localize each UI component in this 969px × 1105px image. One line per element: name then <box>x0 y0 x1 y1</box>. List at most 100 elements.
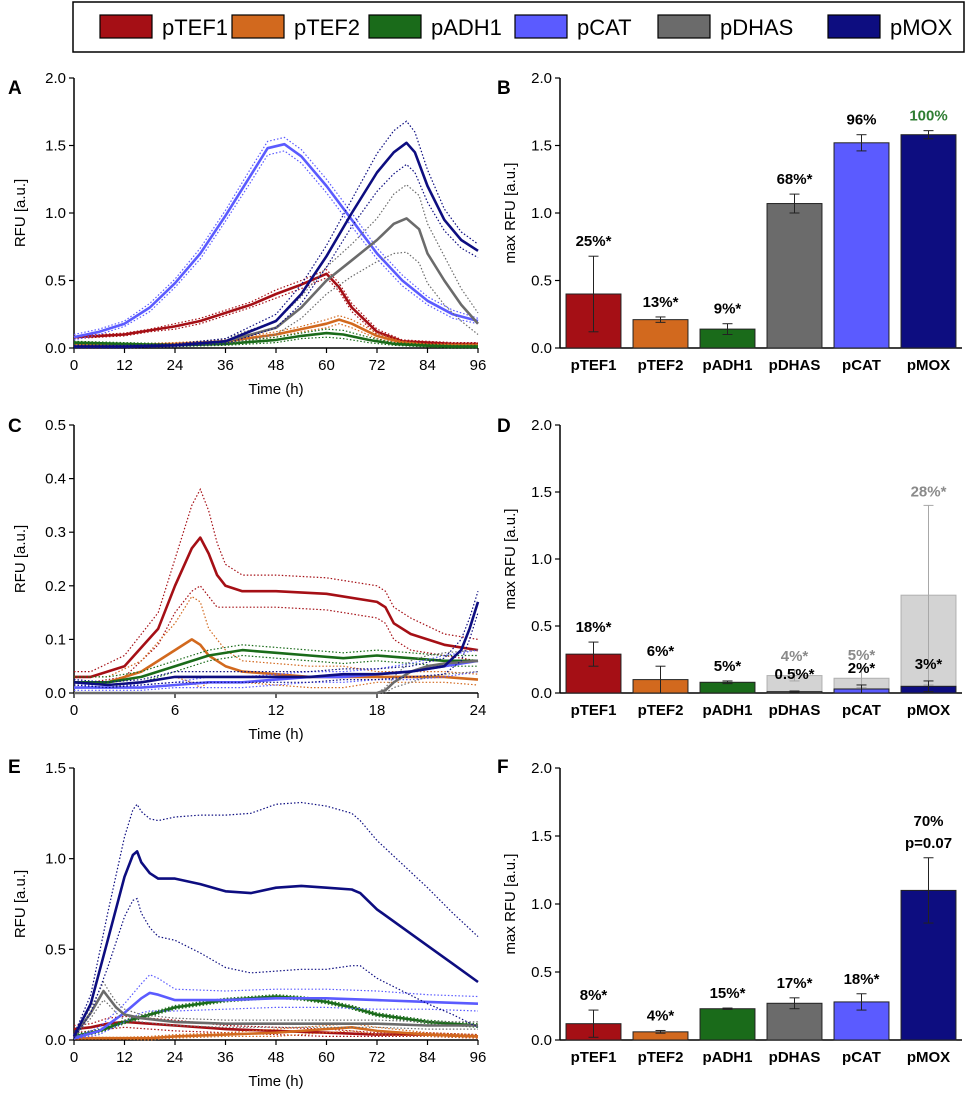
panel-f-bar-pcat-value-label: 18%* <box>844 971 880 988</box>
panel-c-series-ptef2-upper-band <box>74 595 479 678</box>
panel-b-bar-padh1-value-label: 9%* <box>714 301 742 318</box>
panel-b-x-tick-label: pADH1 <box>702 357 752 374</box>
panel-c-y-tick-label: 0.5 <box>45 417 66 434</box>
panel-e-series-ptef1-lower-band <box>73 1026 479 1039</box>
panel-e-x-axis-label: Time (h) <box>248 1073 303 1090</box>
panel-f-bar-pmox-pvalue-label: p=0.07 <box>905 835 952 852</box>
panel-d-bar-pdhas-ghost-label: 4%* <box>781 648 809 665</box>
panel-e-series-ptef2-line <box>74 1026 479 1040</box>
panel-f-y-tick-label: 0.0 <box>531 1032 552 1049</box>
panel-c-y-tick-label: 0.3 <box>45 524 66 541</box>
panel-b-bar-pdhas <box>766 203 823 349</box>
panel-f-y-tick-label: 2.0 <box>531 760 552 777</box>
panel-c-series-pcat-lower-band <box>74 671 479 691</box>
panel-c-series-padh1-line <box>74 648 478 684</box>
panel-e-series-padh1-lower-band <box>73 997 479 1039</box>
panel-a-y-tick-label: 0.0 <box>45 340 66 357</box>
panel-a-y-tick-label: 0.5 <box>45 273 66 290</box>
panel-d-bar-pmox-ghost-label: 28%* <box>911 483 947 500</box>
panel-f-y-tick-label: 1.5 <box>531 828 552 845</box>
panel-e-series-pcat-line <box>73 991 479 1040</box>
panel-c-x-tick-label: 0 <box>70 702 78 719</box>
panel-c-series-pmox-line <box>73 601 480 687</box>
panel-a-x-tick-label: 72 <box>369 357 386 374</box>
panel-a-x-tick-label: 36 <box>217 357 234 374</box>
panel-a-y-axis-label: RFU [a.u.] <box>12 179 29 247</box>
panel-e-series-padh1-upper-band <box>73 994 479 1036</box>
panel-b-bar-pdhas-value-label: 68%* <box>777 171 813 188</box>
panel-c-line-chart: 0.0 0.1 0.2 0.3 0.4 0.5 0 6 12 18 24 Time (h) RFU [a… <box>12 417 486 743</box>
panel-c-x-tick-label: 18 <box>369 702 386 719</box>
panel-a-series-pdhas-line <box>74 217 479 348</box>
panel-f-x-tick-label: pMOX <box>907 1049 950 1066</box>
panel-a-series-pmox-lower-band <box>74 163 479 349</box>
panel-e-series-pdhas-upper-band <box>73 980 478 1035</box>
panel-f-x-tick-label: pDHAS <box>769 1049 821 1066</box>
panel-e-y-tick-label: 1.0 <box>45 851 66 868</box>
panel-c-series-pmox-lower-band <box>73 612 479 689</box>
panel-d-bar-pmox-value-label: 3%* <box>915 656 943 673</box>
panel-f-x-tick-label: pADH1 <box>702 1049 752 1066</box>
panel-f-bar-padh1 <box>699 1008 756 1041</box>
panel-c-x-axis-label: Time (h) <box>248 726 303 743</box>
panel-f-bar-pmox-value-label: 70% <box>913 813 943 830</box>
legend-label-ptef1: pTEF1 <box>162 15 228 40</box>
panel-e-x-tick-label: 24 <box>167 1049 184 1066</box>
panel-letter-a: A <box>8 78 22 99</box>
panel-b-bar-pcat-value-label: 96% <box>846 112 876 129</box>
panel-e-line-chart: 0.0 0.5 1.0 1.5 0 12 24 36 48 60 72 84 96 Time (h) RFU… <box>12 760 486 1090</box>
legend: pTEF1 pTEF2 pADH1 pCAT pDHAS pMOX <box>72 1 965 53</box>
panel-f-bar-ptef2-value-label: 4%* <box>647 1007 675 1024</box>
panel-b-y-tick-label: 1.0 <box>531 205 552 222</box>
panel-e-series-pmox-line <box>72 850 479 1037</box>
panel-a-y-tick-label: 1.0 <box>45 205 66 222</box>
panel-e-x-tick-label: 84 <box>419 1049 436 1066</box>
panel-a-series-pmox-line <box>74 141 479 348</box>
panel-e-x-tick-label: 36 <box>217 1049 234 1066</box>
panel-b-bar-pmox-value-label: 100% <box>909 108 947 125</box>
panel-b-bar-ptef2 <box>632 319 689 349</box>
panel-d-x-tick-label: pTEF1 <box>571 702 617 719</box>
panel-b-bar-pmox <box>900 134 957 349</box>
panel-c-x-tick-label: 6 <box>171 702 179 719</box>
panel-b-y-tick-label: 0.0 <box>531 340 552 357</box>
panel-e-x-tick-label: 96 <box>470 1049 487 1066</box>
panel-f-x-tick-label: pCAT <box>842 1049 881 1066</box>
panel-d-y-tick-label: 0.5 <box>531 618 552 635</box>
legend-swatch-ptef1 <box>99 14 153 39</box>
panel-e-y-tick-label: 1.5 <box>45 760 66 777</box>
panel-d-x-tick-label: pTEF2 <box>638 702 684 719</box>
legend-swatch-pdhas <box>657 14 711 39</box>
panel-e-series-ptef1-upper-band <box>73 1015 479 1036</box>
panel-d-bar-pcat-ghost-label: 5%* <box>848 647 876 664</box>
panel-c-series-padh1-upper-band <box>74 644 478 678</box>
legend-items: pTEF1 pTEF2 pADH1 pCAT pDHAS pMOX <box>99 14 953 40</box>
panel-c-x-tick-label: 12 <box>268 702 285 719</box>
legend-swatch-pcat <box>514 14 568 39</box>
panel-c-series-pmox-upper-band <box>73 591 479 683</box>
panel-b-bar-ptef2-value-label: 13%* <box>643 294 679 311</box>
panel-a-series-padh1-upper-band <box>73 328 478 346</box>
panel-d-y-tick-label: 1.5 <box>531 484 552 501</box>
legend-label-pmox: pMOX <box>890 15 953 40</box>
panel-b-x-tick-label: pTEF2 <box>638 357 684 374</box>
panel-a-series-pcat-lower-band <box>73 150 479 341</box>
panel-a-x-tick-label: 48 <box>268 357 285 374</box>
panel-b-x-tick-label: pCAT <box>842 357 881 374</box>
panel-b-x-tick-label: pDHAS <box>769 357 821 374</box>
legend-label-ptef2: pTEF2 <box>294 15 360 40</box>
legend-label-padh1: pADH1 <box>431 15 502 40</box>
panel-a-x-tick-label: 96 <box>470 357 487 374</box>
panel-a-x-tick-label: 60 <box>318 357 335 374</box>
panel-a-series-ptef2-upper-band <box>73 314 478 345</box>
panel-letter-c: C <box>8 416 22 437</box>
panel-b-x-tick-label: pMOX <box>907 357 950 374</box>
panel-c-x-tick-label: 24 <box>470 702 487 719</box>
panel-a-line-chart: 0.0 0.5 1.0 1.5 2.0 0 12 24 36 48 60 72 84 96 Time (h)… <box>12 70 486 398</box>
panel-d-bar-ptef1-value-label: 18%* <box>576 619 612 636</box>
panel-e-x-tick-label: 60 <box>318 1049 335 1066</box>
panel-a-x-tick-label: 24 <box>167 357 184 374</box>
panel-c-y-tick-label: 0.4 <box>45 471 66 488</box>
panel-d-bar-padh1-value-label: 5%* <box>714 658 742 675</box>
